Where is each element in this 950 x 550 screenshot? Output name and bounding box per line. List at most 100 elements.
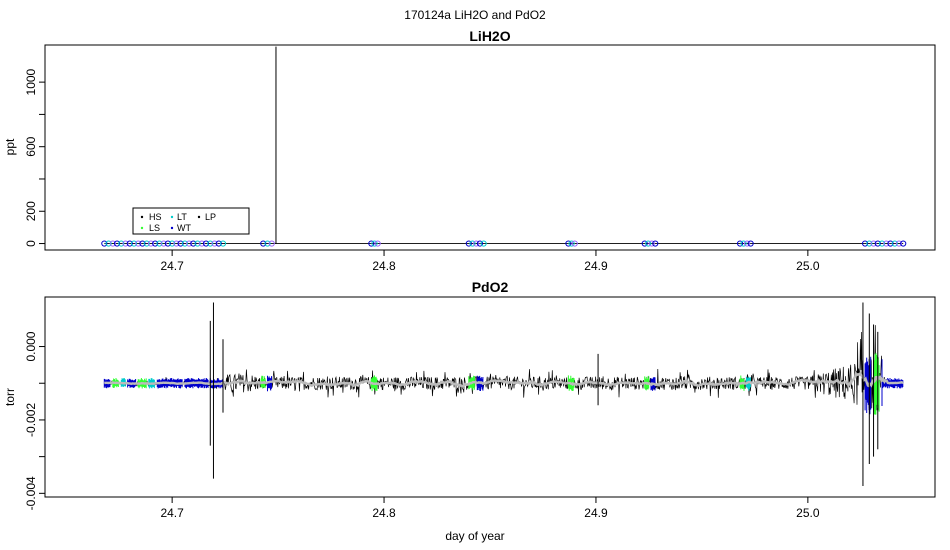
lih2o-point xyxy=(207,240,214,247)
lih2o-x-tick-label: 24.8 xyxy=(372,259,396,273)
lih2o-plot-frame xyxy=(44,44,936,251)
lih2o-point xyxy=(878,240,886,247)
lih2o-point xyxy=(211,240,218,247)
lih2o-point xyxy=(476,240,484,247)
lih2o-point xyxy=(480,240,487,247)
lih2o-point xyxy=(219,240,227,247)
pdo2-y-tick-label: 0.000 xyxy=(24,331,38,361)
lih2o-point xyxy=(143,240,150,247)
lih2o-point xyxy=(268,240,275,247)
pdo2-x-tick-label: 24.7 xyxy=(160,506,184,520)
lih2o-panel: LiH2O ppt 24.7 24.8 24.9 25.0 0 200 600 1000 HS… xyxy=(3,28,936,273)
lih2o-ylabel: ppt xyxy=(3,138,17,155)
legend-marker-lp xyxy=(197,215,201,219)
lih2o-point xyxy=(565,240,572,247)
lih2o-point xyxy=(870,240,877,247)
lih2o-point xyxy=(264,240,271,247)
legend-label-lt: LT xyxy=(177,212,187,222)
lih2o-point xyxy=(648,240,655,247)
pdo2-axes: 24.7 24.8 24.9 25.0 -0.004 -0.002 0.000 xyxy=(24,331,820,520)
pdo2-x-tick-label: 24.9 xyxy=(584,506,608,520)
lih2o-point xyxy=(371,240,378,247)
lih2o-point xyxy=(747,240,754,247)
lih2o-point xyxy=(874,240,881,247)
legend-label-lp: LP xyxy=(205,212,216,222)
pdo2-x-tick-label: 25.0 xyxy=(796,506,820,520)
lih2o-point xyxy=(152,240,159,247)
lih2o-point xyxy=(568,240,575,247)
lih2o-point xyxy=(866,240,873,247)
lih2o-point xyxy=(198,240,205,247)
lih2o-point xyxy=(469,240,476,247)
lih2o-point xyxy=(652,240,659,247)
lih2o-x-tick-label: 24.9 xyxy=(584,259,608,273)
lih2o-point xyxy=(895,240,903,247)
lih2o-point xyxy=(113,240,121,247)
lih2o-point xyxy=(130,240,138,247)
lih2o-point xyxy=(744,240,751,247)
lih2o-point xyxy=(645,240,652,247)
pdo2-smoothed-line xyxy=(104,370,904,389)
lih2o-point xyxy=(368,240,375,247)
lih2o-point xyxy=(260,240,267,247)
lih2o-x-tick-label: 24.7 xyxy=(160,259,184,273)
lih2o-title: LiH2O xyxy=(469,28,510,44)
legend-marker-wt xyxy=(170,226,174,230)
lih2o-point xyxy=(109,240,116,247)
pdo2-y-tick-label: -0.004 xyxy=(24,476,38,510)
legend-label-wt: WT xyxy=(177,223,191,233)
lih2o-point xyxy=(126,240,133,247)
lih2o-point xyxy=(571,240,578,247)
legend-marker-lt xyxy=(170,215,174,219)
lih2o-point xyxy=(101,240,108,247)
legend-marker-ls xyxy=(140,226,144,230)
lih2o-legend: HS LT LP LS WT xyxy=(132,207,250,235)
lih2o-point xyxy=(202,240,210,247)
lih2o-point xyxy=(194,240,201,247)
lih2o-point xyxy=(173,240,180,247)
lih2o-y-tick-label: 600 xyxy=(24,136,38,156)
lih2o-point xyxy=(177,240,184,247)
lih2o-point xyxy=(641,240,648,247)
lih2o-point xyxy=(887,240,894,247)
pdo2-y-tick-label: -0.002 xyxy=(24,403,38,437)
lih2o-point xyxy=(135,240,142,247)
lih2o-y-tick-label: 1000 xyxy=(24,68,38,95)
lih2o-point xyxy=(160,240,167,247)
lih2o-x-tick-label: 25.0 xyxy=(796,259,820,273)
pdo2-x-tick-label: 24.8 xyxy=(372,506,396,520)
pdo2-panel: PdO2 torr 24.7 24.8 24.9 25.0 -0.004 -0.002 0.… xyxy=(3,279,936,543)
pdo2-data xyxy=(103,302,904,486)
lih2o-point xyxy=(736,240,744,247)
lih2o-y-tick-label: 200 xyxy=(24,201,38,221)
lih2o-point xyxy=(147,240,155,247)
lih2o-point xyxy=(900,240,907,247)
lih2o-point xyxy=(164,240,172,247)
pdo2-xlabel: day of year xyxy=(445,529,504,543)
lih2o-point xyxy=(185,240,193,247)
lih2o-point xyxy=(891,240,898,247)
lih2o-y-tick-label: 0 xyxy=(24,240,38,247)
pdo2-series-line xyxy=(104,325,904,411)
legend-label-ls: LS xyxy=(149,223,160,233)
lih2o-point xyxy=(861,240,869,247)
lih2o-point xyxy=(465,240,472,247)
lih2o-point xyxy=(156,240,163,247)
lih2o-point xyxy=(740,240,747,247)
legend-label-hs: HS xyxy=(149,212,162,222)
lih2o-point xyxy=(118,240,125,247)
legend-marker-hs xyxy=(140,215,144,219)
lih2o-point xyxy=(139,240,146,247)
lih2o-point xyxy=(190,240,197,247)
pdo2-plot-frame xyxy=(44,296,936,498)
lih2o-point xyxy=(169,240,176,247)
lih2o-point xyxy=(105,240,112,247)
lih2o-point xyxy=(181,240,188,247)
lih2o-point xyxy=(473,240,480,247)
page-title: 170124a LiH2O and PdO2 xyxy=(404,8,546,22)
lih2o-axes: 24.7 24.8 24.9 25.0 0 200 600 1000 xyxy=(24,68,820,273)
pdo2-title: PdO2 xyxy=(472,279,509,295)
pdo2-ylabel: torr xyxy=(3,388,17,406)
lih2o-point xyxy=(374,240,381,247)
